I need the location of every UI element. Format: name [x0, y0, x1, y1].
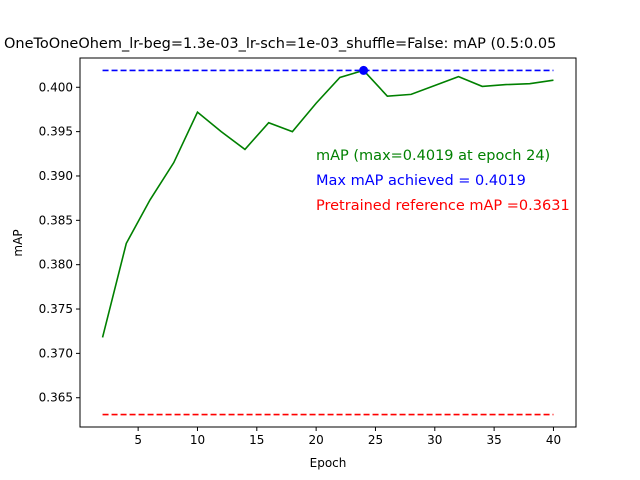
x-axis-label: Epoch: [310, 456, 347, 470]
y-tick-label: 0.380: [39, 258, 73, 272]
annotation-max-map-epoch: mAP (max=0.4019 at epoch 24): [316, 148, 550, 164]
x-tick-label: 25: [368, 433, 383, 447]
y-tick-label: 0.395: [39, 125, 73, 139]
x-tick-label: 40: [546, 433, 561, 447]
y-ticks: 0.365 0.370 0.375 0.380 0.385 0.390 0.395 0.400: [39, 80, 80, 405]
x-ticks: 5 10 15 20 25 30 35 40: [134, 427, 561, 447]
marker-layer: [359, 65, 369, 75]
y-tick-label: 0.400: [39, 80, 73, 94]
annotation-max-map-achieved: Max mAP achieved = 0.4019: [316, 173, 526, 189]
x-tick-label: 5: [134, 433, 142, 447]
plot-area: [80, 58, 576, 427]
x-tick-label: 15: [249, 433, 264, 447]
x-tick-label: 30: [427, 433, 442, 447]
series-layer: [101, 69, 554, 416]
y-tick-label: 0.390: [39, 169, 73, 183]
max-map-marker: [359, 65, 369, 75]
chart-title: OneToOneOhem_lr-beg=1.3e-03_lr-sch=1e-03…: [4, 36, 556, 52]
plot-frame: [79, 57, 577, 428]
y-tick-label: 0.385: [39, 213, 73, 227]
x-tick-label: 10: [190, 433, 205, 447]
y-tick-label: 0.365: [39, 391, 73, 405]
annotation-pretrained-reference: Pretrained reference mAP =0.3631: [316, 198, 570, 214]
y-axis-label: mAP: [11, 229, 25, 256]
y-tick-label: 0.375: [39, 302, 73, 316]
map-series-line: [101, 69, 554, 338]
y-tick-label: 0.370: [39, 346, 73, 360]
x-tick-label: 20: [308, 433, 323, 447]
x-tick-label: 35: [486, 433, 501, 447]
